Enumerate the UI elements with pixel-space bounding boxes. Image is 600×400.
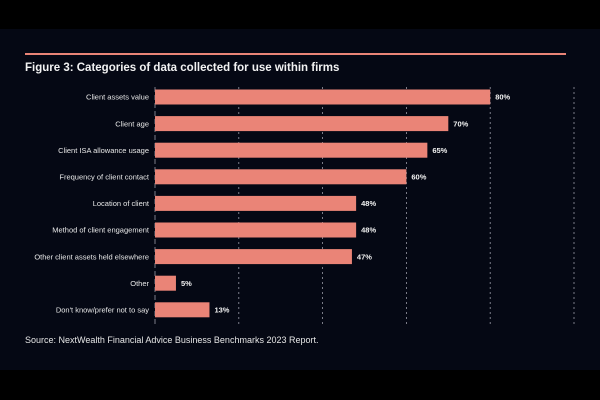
value-label: 5% — [181, 279, 192, 288]
category-label: Don't know/prefer not to say — [56, 306, 149, 315]
bar — [155, 116, 449, 132]
value-label: 70% — [453, 119, 468, 128]
category-label: Method of client engagement — [52, 226, 150, 235]
category-label: Location of client — [93, 199, 150, 208]
bar — [155, 142, 428, 158]
bar — [155, 302, 210, 318]
value-label: 80% — [495, 93, 510, 102]
bar — [155, 275, 176, 291]
value-label: 48% — [361, 226, 376, 235]
bar — [155, 195, 357, 211]
value-label: 13% — [214, 306, 229, 315]
category-label: Frequency of client contact — [59, 173, 150, 182]
value-label: 47% — [357, 252, 372, 261]
value-label: 60% — [411, 173, 426, 182]
category-label: Other client assets held elsewhere — [34, 252, 149, 261]
accent-rule — [25, 53, 566, 55]
bar — [155, 89, 491, 105]
category-label: Other — [130, 279, 149, 288]
value-label: 65% — [432, 146, 447, 155]
category-label: Client age — [115, 119, 149, 128]
chart-title: Figure 3: Categories of data collected f… — [25, 62, 340, 74]
category-label: Client assets value — [86, 93, 149, 102]
source-note: Source: NextWealth Financial Advice Busi… — [25, 335, 319, 345]
category-label: Client ISA allowance usage — [58, 146, 149, 155]
value-label: 48% — [361, 199, 376, 208]
bar — [155, 222, 357, 238]
bar — [155, 169, 407, 185]
bar — [155, 249, 352, 265]
